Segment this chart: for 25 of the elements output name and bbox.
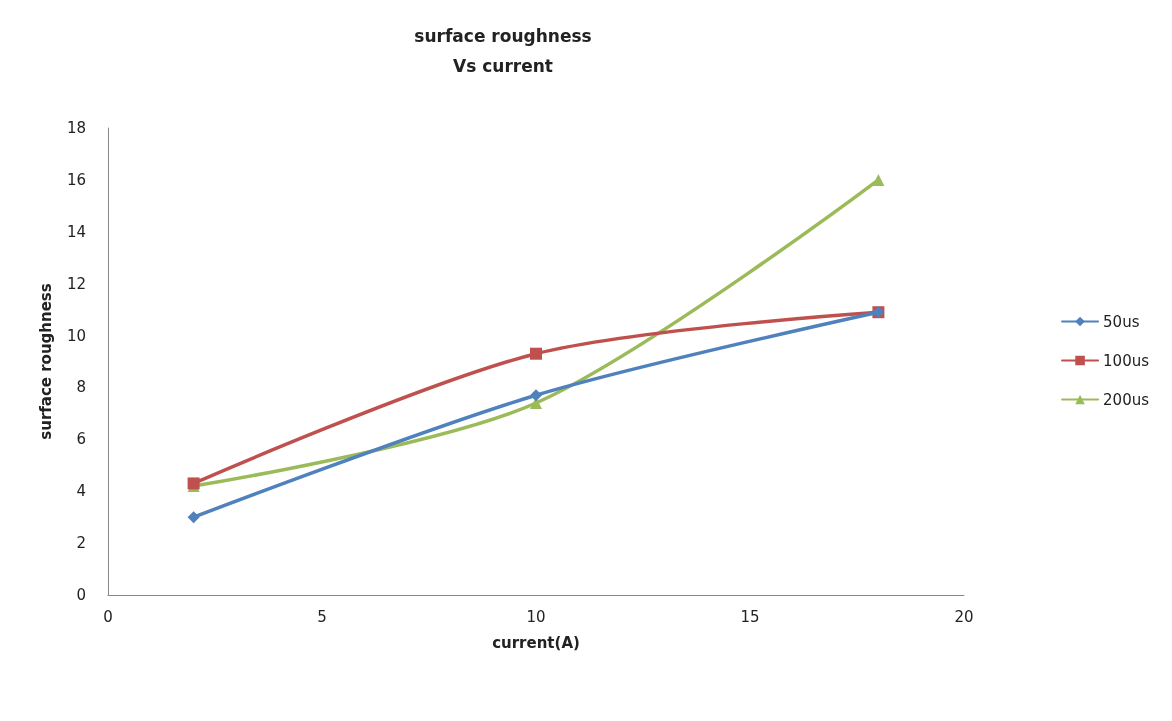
y-tick-label: 4 — [76, 482, 86, 501]
chart-title: surface roughness Vs current — [414, 26, 592, 76]
legend-label: 100us — [1103, 351, 1150, 370]
y-tick-label: 8 — [76, 378, 86, 397]
y-tick-label: 10 — [66, 326, 86, 345]
x-tick-label: 0 — [103, 607, 113, 626]
x-tick-label: 10 — [526, 607, 546, 626]
legend-label: 50us — [1103, 312, 1140, 331]
y-tick-label: 2 — [76, 534, 86, 553]
x-axis-title: current(A) — [492, 633, 580, 652]
y-tick-label: 16 — [66, 170, 86, 189]
point — [872, 173, 885, 186]
y-tick-label: 6 — [76, 430, 86, 449]
point — [187, 511, 200, 524]
y-tick-label: 18 — [66, 119, 86, 137]
x-tick-label: 15 — [740, 607, 760, 626]
point — [530, 347, 542, 360]
y-tick-label: 14 — [66, 222, 86, 241]
y-tick-label: 12 — [66, 274, 86, 293]
point — [530, 389, 542, 402]
legend-label: 200us — [1103, 390, 1150, 409]
y-axis-title: surface roughness — [36, 283, 55, 440]
x-tick-label: 20 — [954, 607, 974, 626]
x-tick-label: 5 — [317, 607, 327, 626]
y-tick-label: 0 — [76, 586, 86, 604]
